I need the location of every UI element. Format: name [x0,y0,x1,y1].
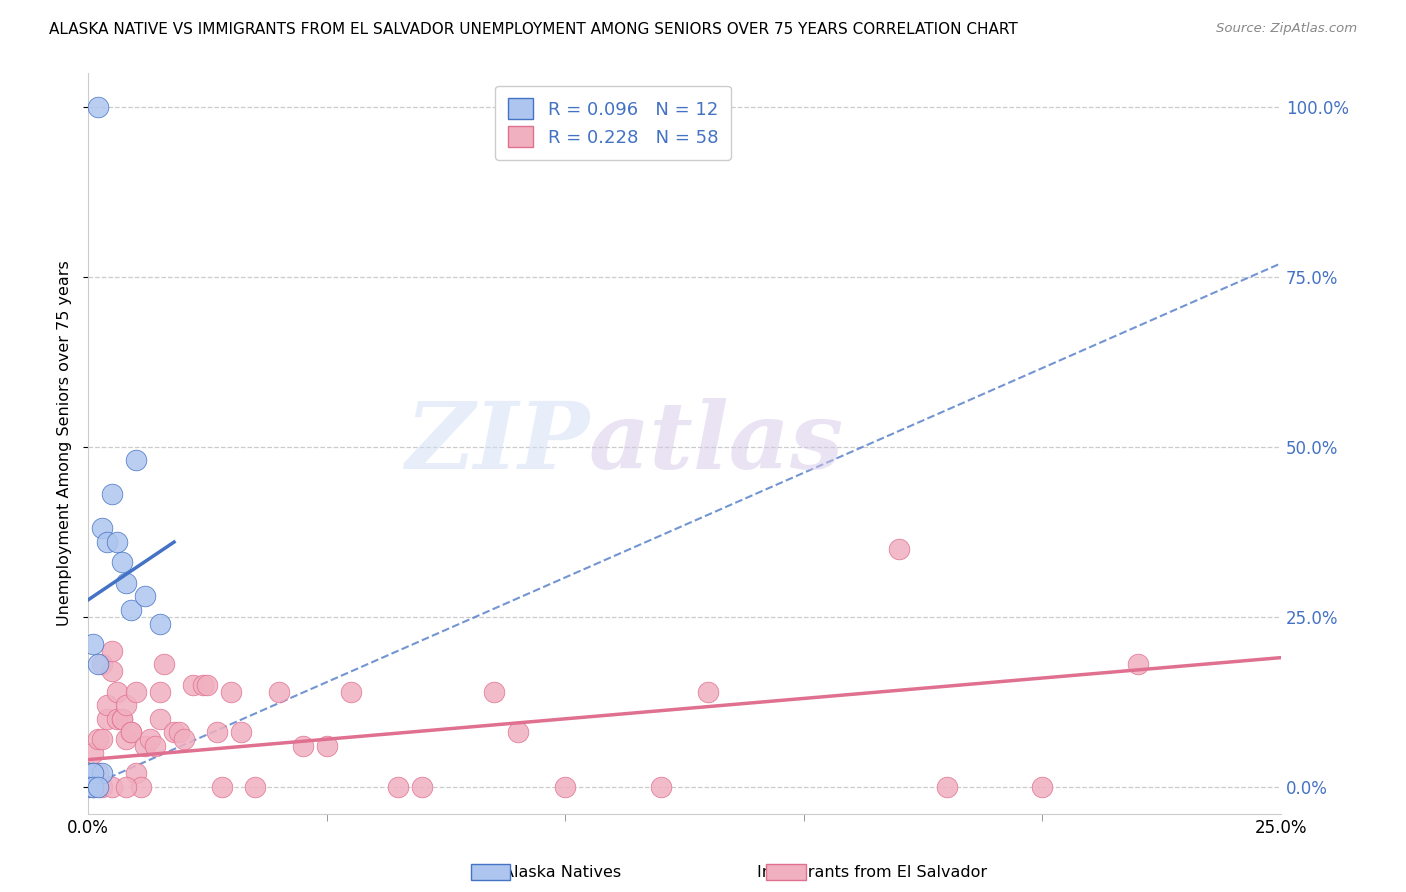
Point [101,665,124,679]
Point [936,780,959,794]
Text: Immigrants from El Salvador: Immigrants from El Salvador [756,865,987,880]
Point [149,684,172,698]
Point [110,556,132,570]
Text: Source: ZipAtlas.com: Source: ZipAtlas.com [1216,22,1357,36]
Point [1031,780,1053,794]
Point [86,766,108,780]
Point [91,657,114,672]
Point [149,616,172,631]
Point [139,732,162,747]
Point [149,712,172,726]
Point [96,535,118,549]
Point [115,575,138,590]
Point [125,766,148,780]
Point [267,684,290,698]
Point [506,725,529,739]
Point [101,487,124,501]
Point [96,698,118,713]
Text: Alaska Natives: Alaska Natives [503,865,621,880]
Point [205,725,228,739]
Point [91,732,114,747]
Point [650,780,672,794]
Point [167,725,190,739]
Point [120,725,142,739]
Point [105,684,128,698]
Point [82,746,104,760]
Point [191,678,214,692]
Point [181,678,204,692]
Point [339,684,361,698]
Point [77,780,100,794]
Point [291,739,314,753]
Point [91,780,114,794]
Point [110,712,132,726]
Text: atlas: atlas [589,399,845,489]
Point [77,766,100,780]
Point [91,766,114,780]
Point [143,739,166,753]
Y-axis label: Unemployment Among Seniors over 75 years: Unemployment Among Seniors over 75 years [58,260,72,626]
Point [229,725,252,739]
Legend: R = 0.096   N = 12, R = 0.228   N = 58: R = 0.096 N = 12, R = 0.228 N = 58 [495,86,731,160]
Point [129,780,152,794]
Point [163,725,186,739]
Point [197,678,219,692]
Point [411,780,433,794]
Point [82,637,104,651]
Point [82,766,104,780]
Point [86,657,108,672]
Point [105,535,128,549]
Point [554,780,576,794]
Point [134,739,156,753]
Point [387,780,409,794]
Point [86,732,108,747]
Point [211,780,233,794]
Point [221,684,243,698]
Point [82,780,104,794]
Point [482,684,505,698]
Point [173,732,195,747]
Text: ZIP: ZIP [405,399,589,489]
Point [115,732,138,747]
Point [115,780,138,794]
Point [86,780,108,794]
Point [889,541,911,556]
Point [110,712,132,726]
Point [1126,657,1149,672]
Point [697,684,720,698]
Point [86,100,108,114]
Point [134,590,156,604]
Point [243,780,266,794]
Point [82,780,104,794]
Point [125,684,148,698]
Point [120,603,142,617]
Point [120,725,142,739]
Point [82,766,104,780]
Point [91,521,114,535]
Text: ALASKA NATIVE VS IMMIGRANTS FROM EL SALVADOR UNEMPLOYMENT AMONG SENIORS OVER 75 : ALASKA NATIVE VS IMMIGRANTS FROM EL SALV… [49,22,1018,37]
Point [101,780,124,794]
Point [101,644,124,658]
Point [125,453,148,467]
Point [96,712,118,726]
Point [315,739,337,753]
Point [77,766,100,780]
Point [105,712,128,726]
Point [153,657,176,672]
Point [82,766,104,780]
Point [115,698,138,713]
